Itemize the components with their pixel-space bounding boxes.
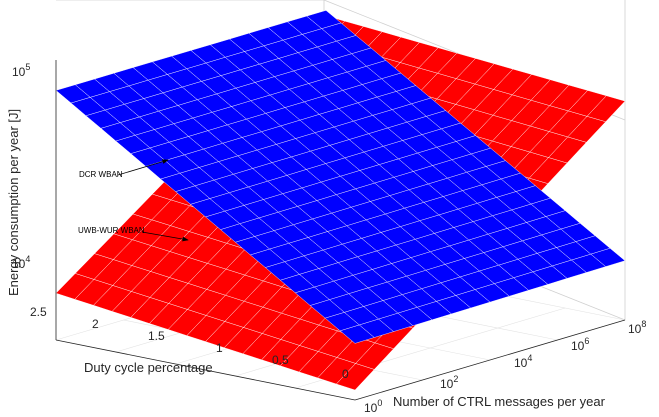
x-axis-label: Duty cycle percentage [84,360,213,375]
x-tick-label: 2 [92,317,99,331]
z-tick-label: 105 [12,62,30,79]
z-axis-ticks: 104 105 [12,62,30,271]
y-tick-label: 106 [571,336,589,353]
y-axis-label: Number of CTRL messages per year [393,394,606,409]
x-tick-label: 2.5 [30,305,47,319]
x-tick-label: 1 [216,341,223,355]
y-tick-label: 100 [364,398,382,415]
y-tick-label: 104 [514,353,532,370]
y-tick-label: 108 [628,319,646,336]
axis-lines [55,60,626,401]
annotations: DCR WBAN UWB-WUR WBAN [78,159,189,242]
x-tick-label: 0 [342,367,349,381]
surface-cell [306,10,342,29]
x-tick-label: 0.5 [272,353,289,367]
y-axis-ticks: 100 102 104 106 108 [364,319,646,415]
x-axis-ticks: 0 0.5 1 1.5 2 2.5 [30,305,349,381]
y-tick-label: 102 [440,374,458,391]
z-axis-label: Energy consumption per year [J] [6,109,21,296]
x-tick-label: 1.5 [148,329,165,343]
dcr-wban-surface [55,10,626,344]
annotation-dcr-wban: DCR WBAN [79,170,123,179]
z-tick-label: 104 [12,254,30,271]
annotation-uwb-wur-wban: UWB-WUR WBAN [78,226,145,235]
